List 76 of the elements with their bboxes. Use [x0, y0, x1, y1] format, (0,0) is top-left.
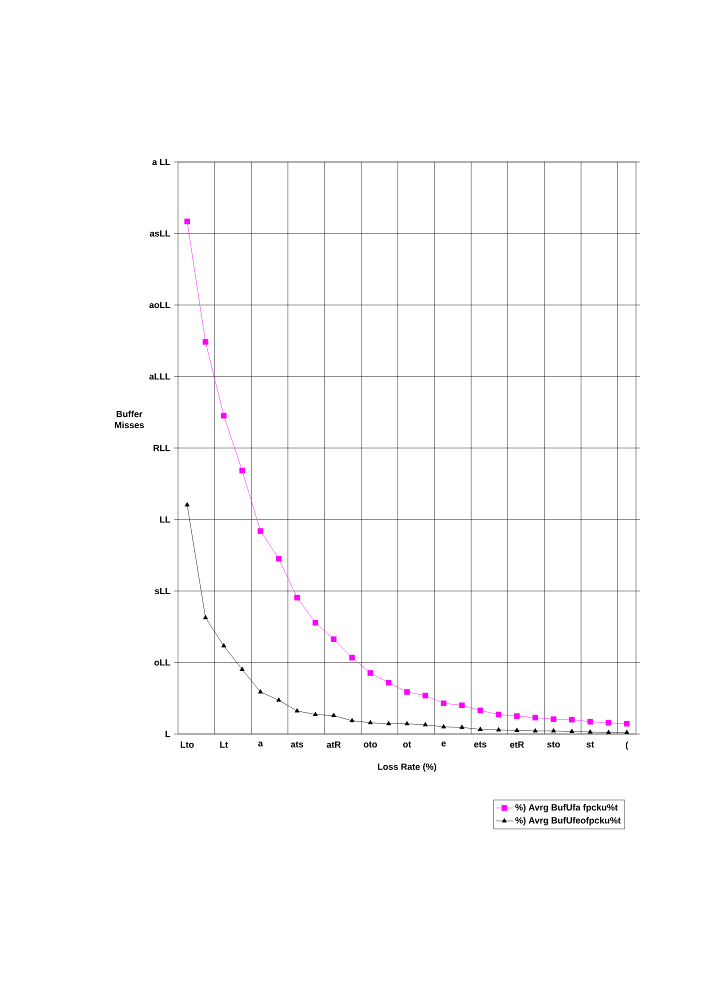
point [422, 692, 428, 698]
point [350, 718, 354, 722]
point [459, 702, 465, 708]
x-axis-title: Loss Rate (%) [378, 763, 436, 772]
point [368, 720, 373, 724]
point [606, 730, 611, 734]
point [349, 654, 355, 660]
point [477, 708, 484, 714]
text: oLL [154, 659, 170, 666]
x-tick-label: Lt [220, 742, 228, 748]
point [460, 724, 464, 729]
text: LL [160, 516, 170, 523]
x-tick-label: st [586, 742, 594, 748]
point [258, 689, 263, 694]
point [587, 718, 594, 725]
point [514, 728, 520, 732]
point [624, 720, 630, 727]
point [532, 728, 538, 732]
point [478, 726, 483, 731]
text: a LL [152, 158, 170, 166]
legend-label: %) Avrg BufUfa fpcku%t [515, 804, 618, 812]
text: sLL [154, 588, 170, 594]
point [422, 722, 428, 726]
point [404, 689, 410, 695]
x-tick-label: atR [326, 742, 341, 748]
point [441, 724, 446, 728]
point [331, 712, 336, 718]
point [202, 339, 208, 345]
point [276, 697, 282, 702]
x-tick-label: sto [547, 742, 560, 748]
x-tick-label: etR [510, 742, 524, 748]
point [312, 620, 318, 626]
point [569, 716, 575, 722]
x-tick-label: ot [403, 742, 412, 748]
text: aLLL [149, 373, 170, 380]
point [294, 594, 300, 600]
point [386, 680, 392, 686]
text: aoLL [149, 302, 170, 308]
point [551, 728, 556, 732]
text: asLL [150, 230, 170, 237]
x-tick-label: a [258, 742, 263, 746]
text: L [166, 730, 170, 738]
point [496, 727, 502, 732]
point [569, 728, 574, 733]
point [588, 729, 593, 734]
point [221, 643, 226, 648]
point [550, 716, 556, 722]
point [276, 556, 282, 562]
point [514, 713, 520, 719]
point [368, 670, 374, 676]
point [203, 614, 208, 620]
text: RLL [154, 444, 170, 452]
legend-label: %) Avrg BufUfeofpcku%t [515, 816, 621, 826]
x-tick-label: e [441, 742, 446, 746]
x-tick-label: ats [290, 742, 304, 748]
point [184, 502, 190, 506]
point [221, 412, 227, 419]
point [606, 720, 612, 726]
point [312, 712, 318, 716]
x-tick-label: ( [626, 742, 628, 750]
point [386, 720, 392, 726]
point [440, 700, 446, 706]
point [184, 218, 190, 224]
point [496, 712, 502, 718]
x-tick-label: oto [364, 742, 377, 748]
point [532, 714, 538, 720]
point [239, 468, 245, 474]
point [240, 666, 245, 671]
point [404, 720, 410, 726]
y-axis-title: Buffer Misses [114, 410, 144, 428]
point [330, 636, 337, 642]
point [258, 528, 264, 534]
point [624, 730, 630, 734]
x-tick-label: Lto [180, 742, 194, 748]
x-tick-label: ets [474, 742, 486, 748]
point [294, 708, 300, 712]
